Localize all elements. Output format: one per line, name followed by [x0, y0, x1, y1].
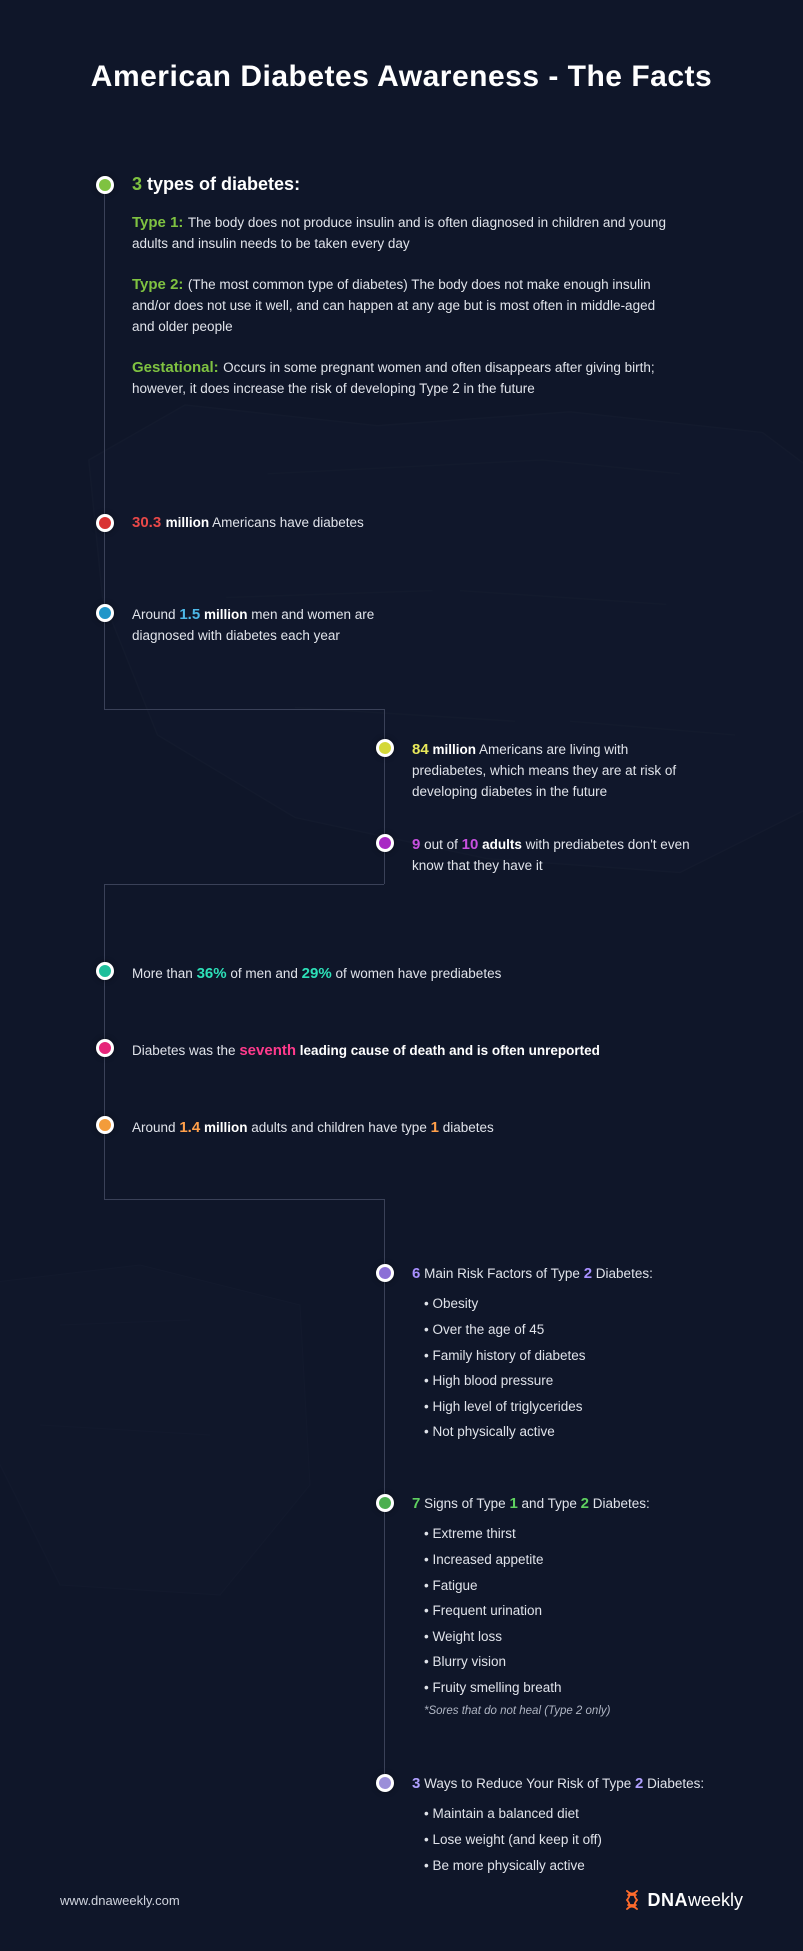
dna-icon [623, 1889, 641, 1911]
dot-riskfactors [376, 1264, 394, 1282]
section-dontknow: 9 out of 10 adults adults with prediabet… [412, 833, 702, 877]
logo: DNAweekly [623, 1889, 743, 1911]
footer-url: www.dnaweekly.com [60, 1893, 180, 1908]
section-type1count: Around 1.4 million adults and children h… [132, 1116, 632, 1139]
dot-dontknow [376, 834, 394, 852]
dot-prediabetes [376, 739, 394, 757]
reduce-list: Maintain a balanced diet Lose weight (an… [412, 1801, 732, 1878]
type-gestational-block: Gestational: Occurs in some pregnant wom… [132, 358, 672, 400]
types-header: 3 types of diabetes: [132, 174, 692, 195]
map-background-2 [0, 1200, 340, 1650]
dot-reduce [376, 1774, 394, 1792]
dot-menwomen [96, 962, 114, 980]
section-prediabetes: 84 million Americans are living with pre… [412, 738, 702, 803]
logo-weekly: weekly [688, 1890, 743, 1910]
section-signs: 7 Signs of Type 1 and Type 2 Diabetes: E… [412, 1492, 712, 1717]
section-death: Diabetes was the seventh leading cause o… [132, 1039, 632, 1062]
type-1-block: Type 1: The body does not produce insuli… [132, 213, 672, 255]
riskfactors-list: Obesity Over the age of 45 Family histor… [412, 1291, 712, 1445]
section-diagnosed: Around 1.5 million men and women are dia… [132, 603, 412, 647]
dot-types [96, 176, 114, 194]
dot-americans [96, 514, 114, 532]
dot-diagnosed [96, 604, 114, 622]
logo-dna: DNA [647, 1890, 688, 1910]
signs-footnote: *Sores that do not heal (Type 2 only) [412, 1705, 712, 1717]
dot-death [96, 1039, 114, 1057]
dot-signs [376, 1494, 394, 1512]
section-menwomen: More than 36% of men and 29% of women ha… [132, 962, 632, 985]
section-reduce: 3 Ways to Reduce Your Risk of Type 2 Dia… [412, 1772, 732, 1878]
type-2-block: Type 2: (The most common type of diabete… [132, 275, 672, 338]
signs-list: Extreme thirst Increased appetite Fatigu… [412, 1521, 712, 1700]
footer: www.dnaweekly.com DNAweekly [60, 1889, 743, 1911]
page-title: American Diabetes Awareness - The Facts [60, 60, 743, 94]
section-americans: 30.3 million Americans have diabetes [132, 513, 532, 534]
dot-type1count [96, 1116, 114, 1134]
section-riskfactors: 6 Main Risk Factors of Type 2 Diabetes: … [412, 1262, 712, 1445]
section-types: 3 types of diabetes: Type 1: The body do… [132, 174, 692, 419]
